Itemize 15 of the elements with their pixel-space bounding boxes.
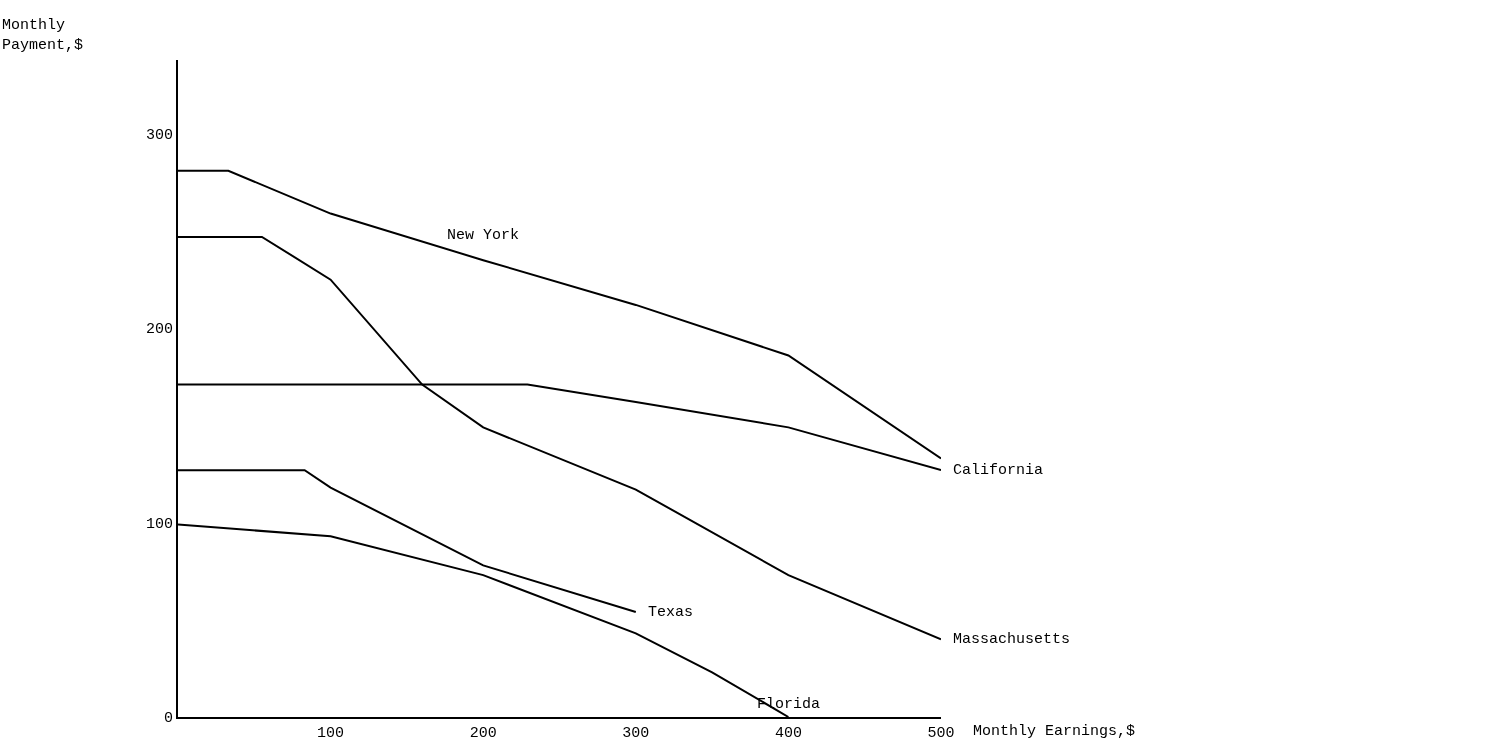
- x-tick-label: 400: [774, 725, 802, 742]
- x-tick-label: 300: [622, 725, 650, 742]
- series-label: Texas: [648, 604, 694, 621]
- y-axis-title: Monthly Payment,$: [2, 17, 84, 54]
- series-label: New York: [447, 227, 520, 244]
- y-tick-label: 300: [145, 127, 173, 145]
- x-axis-title: Monthly Earnings,$: [973, 723, 1136, 740]
- x-tick-label: 200: [469, 725, 497, 742]
- y-tick-label: 0: [163, 710, 173, 728]
- series-label: Massachusetts: [953, 631, 1071, 648]
- y-tick-label: 100: [145, 515, 173, 533]
- y-tick-label: 200: [145, 321, 173, 339]
- series-label: California: [953, 462, 1044, 479]
- x-tick-label: 100: [317, 725, 345, 742]
- x-tick-label: 500: [927, 725, 955, 742]
